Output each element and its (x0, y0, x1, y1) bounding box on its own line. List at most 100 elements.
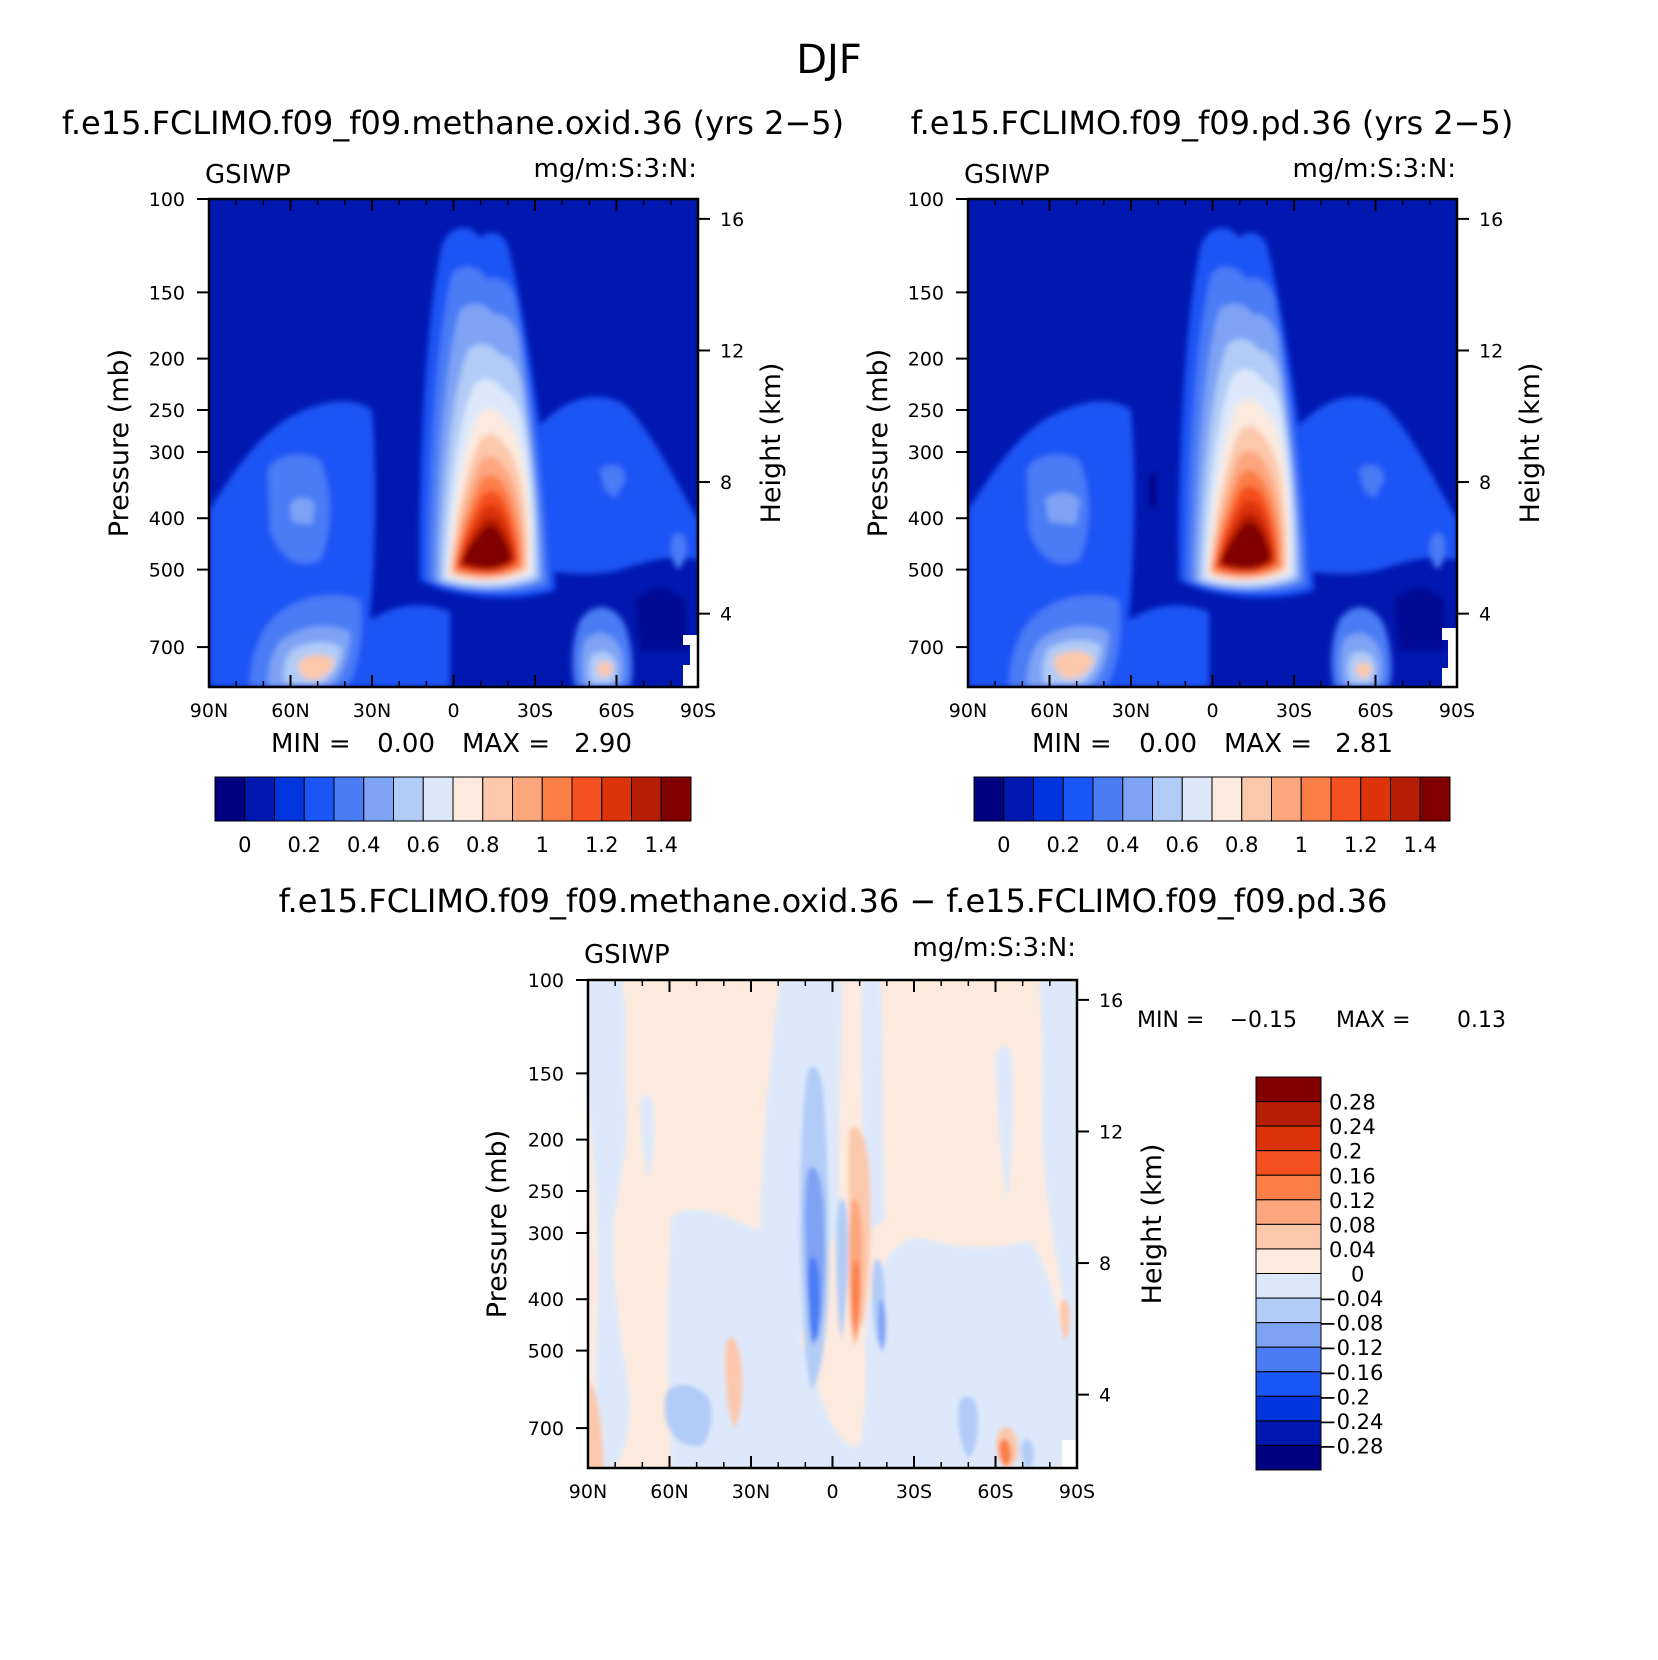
y2-tick-label: 4 (1479, 604, 1491, 626)
colorbar-swatch (1255, 1371, 1322, 1397)
colorbar-label: 0.2 (1047, 833, 1080, 857)
y-tick-label: 700 (528, 1418, 564, 1440)
y2-tick-label: 12 (720, 340, 744, 362)
y-tick-label: 250 (908, 400, 944, 422)
y2-axis-label: Height (km) (1515, 363, 1546, 524)
y2-tick-label: 4 (1099, 1385, 1111, 1407)
colorbar-label: 1.4 (645, 833, 678, 857)
variable-label: GSIWP (584, 940, 670, 970)
colorbar-label: 1.2 (585, 833, 618, 857)
x-tick-label: 60N (650, 1481, 688, 1503)
x-axis: 90N 60N 30N 0 30S 60S 90S (190, 199, 716, 722)
y-axis-label: Pressure (mb) (104, 349, 135, 537)
y-tick-label: 100 (528, 970, 564, 992)
colorbar-swatch (601, 776, 632, 822)
units-label: mg/m:S:3:N: (534, 154, 697, 184)
x-tick-label: 60S (1357, 700, 1393, 722)
colorbar-label: 0.08 (1329, 1213, 1376, 1237)
y-tick-label: 150 (528, 1063, 564, 1085)
colorbar-swatch (1122, 776, 1153, 822)
colorbar-swatch (1255, 1248, 1322, 1274)
y-tick-label: 500 (149, 560, 185, 582)
colorbar-label: 0 (997, 833, 1010, 857)
colorbar-swatch (1152, 776, 1183, 822)
y-tick-label: 200 (528, 1130, 564, 1152)
colorbar-swatch (1241, 776, 1272, 822)
y-tick-label: 200 (908, 349, 944, 371)
y-tick-label: 100 (149, 189, 185, 211)
y-axis-label: Pressure (mb) (863, 349, 894, 537)
y-tick-label: 300 (528, 1223, 564, 1245)
y2-axis-label: Height (km) (756, 363, 787, 524)
max-label: MAX = (1336, 1008, 1411, 1033)
colorbar-label: 0.8 (1225, 833, 1258, 857)
colorbar-label: 0.8 (466, 833, 499, 857)
colorbar-swatch (303, 776, 335, 822)
colorbar-label: 1.4 (1404, 833, 1437, 857)
y-tick-label: 400 (149, 508, 185, 530)
colorbar-label: −0.16 (1319, 1361, 1383, 1385)
colorbar-label: 0.2 (1329, 1140, 1362, 1164)
colorbar-swatch (1211, 776, 1243, 822)
x-tick-label: 90S (1059, 1481, 1095, 1503)
colorbar-swatch (1255, 1150, 1322, 1176)
panel-title: f.e15.FCLIMO.f09_f09.pd.36 (yrs 2−5) (911, 104, 1514, 142)
x-axis: 90N 60N 30N 0 30S 60S 90S (569, 980, 1095, 1503)
colorbar-label: 0.24 (1329, 1115, 1376, 1139)
y2-tick-label: 8 (720, 472, 732, 494)
colorbar-swatch (1360, 776, 1391, 822)
colorbar-swatch (1255, 1297, 1322, 1324)
min-label: MIN = (1032, 729, 1112, 759)
colorbar-label: 1.2 (1344, 833, 1377, 857)
stats-line: MIN = 0.00 MAX = 2.81 (1032, 729, 1393, 759)
x-tick-label: 30N (1112, 700, 1150, 722)
y-tick-label: 150 (908, 282, 944, 304)
y-tick-label: 300 (149, 442, 185, 464)
y2-tick-label: 16 (1479, 209, 1503, 231)
colorbar-label: −0.08 (1319, 1312, 1383, 1336)
max-value: 2.81 (1335, 729, 1393, 759)
colorbar: 0 0.2 0.4 0.6 0.8 1 1.2 1.4 (214, 776, 692, 857)
variable-label: GSIWP (964, 160, 1050, 190)
y-axis: 100 150 200 250 300 400 500 700 (528, 970, 588, 1440)
x-tick-label: 90S (1439, 700, 1475, 722)
units-label: mg/m:S:3:N: (1293, 154, 1456, 184)
colorbar-swatch (452, 776, 484, 822)
colorbar-label: 0.28 (1329, 1091, 1376, 1115)
contour-field (209, 199, 698, 687)
figure-title: DJF (796, 37, 862, 83)
y-tick-label: 700 (908, 637, 944, 659)
colorbar-swatch (541, 776, 573, 822)
y-tick-label: 150 (149, 282, 185, 304)
colorbar-swatch (1390, 776, 1421, 822)
x-tick-label: 60S (598, 700, 634, 722)
colorbar-swatch (1255, 1223, 1322, 1250)
colorbar-label: 0.04 (1329, 1238, 1376, 1262)
max-value: 2.90 (574, 729, 632, 759)
colorbar-swatch (1033, 776, 1064, 822)
stats-line: MIN = 0.00 MAX = 2.90 (271, 729, 632, 759)
colorbar-swatch (973, 776, 1005, 822)
colorbar-swatch (1419, 776, 1451, 822)
colorbar-swatch (660, 776, 692, 822)
y2-axis-label: Height (km) (1137, 1144, 1168, 1305)
colorbar-swatch (422, 776, 454, 822)
colorbar-label: −0.24 (1319, 1410, 1383, 1434)
colorbar-swatch (244, 776, 275, 822)
colorbar-swatch (1003, 776, 1034, 822)
colorbar-swatch (1255, 1125, 1322, 1152)
colorbar-swatch (1092, 776, 1124, 822)
colorbar-swatch (1255, 1420, 1322, 1446)
y-tick-label: 700 (149, 637, 185, 659)
colorbar-swatch (214, 776, 246, 822)
y2-tick-label: 12 (1099, 1121, 1123, 1143)
colorbar-swatch (393, 776, 424, 822)
x-tick-label: 90N (569, 1481, 607, 1503)
y-tick-label: 200 (149, 349, 185, 371)
colorbar: 0 0.2 0.4 0.6 0.8 1 1.2 1.4 (973, 776, 1451, 857)
x-tick-label: 30N (353, 700, 391, 722)
colorbar-label: 0 (238, 833, 251, 857)
colorbar-swatch (1255, 1444, 1322, 1471)
panel-title: f.e15.FCLIMO.f09_f09.methane.oxid.36 (yr… (62, 104, 844, 142)
